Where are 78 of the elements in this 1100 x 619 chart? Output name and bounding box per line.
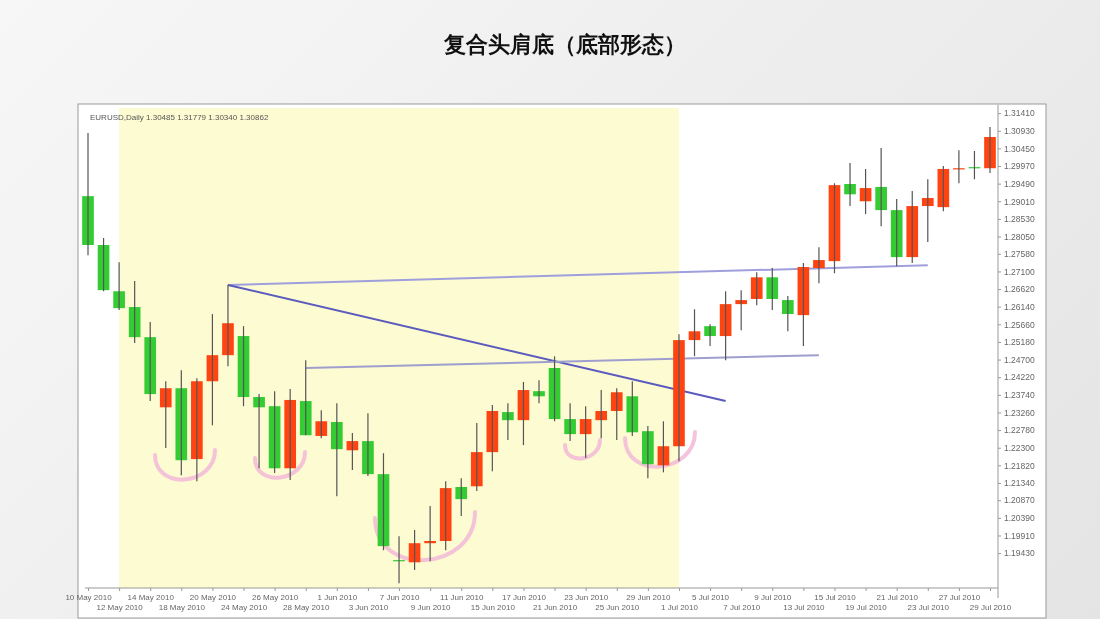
candlestick [890,198,903,267]
candlestick [175,369,188,476]
candlestick [626,380,639,437]
x-tick-label: 1 Jul 2010 [661,602,699,612]
x-tick-label: 7 Jul 2010 [723,602,761,612]
y-tick-label: 1.27580 [1004,249,1035,260]
y-tick-label: 1.26620 [1004,284,1035,295]
y-tick-label: 1.25180 [1004,337,1035,348]
x-tick-label: 10 May 2010 [65,592,113,602]
y-tick-label: 1.29490 [1004,178,1035,189]
x-tick-label: 20 May 2010 [189,592,237,602]
y-tick-label: 1.30450 [1004,143,1035,154]
y-tick-label: 1.31410 [1004,108,1035,119]
candlestick [921,178,934,243]
candlestick [159,380,172,449]
x-tick-label: 23 Jun 2010 [564,592,609,602]
y-tick-label: 1.26140 [1004,301,1035,312]
candlestick [750,271,763,306]
candlestick [284,388,296,481]
x-tick-label: 12 May 2010 [96,602,144,612]
x-tick-label: 26 May 2010 [251,592,299,602]
y-tick-label: 1.28050 [1004,231,1035,242]
x-tick-label: 3 Jun 2010 [348,602,389,612]
candlestick [439,480,452,551]
y-tick-label: 1.28530 [1004,214,1035,225]
x-tick-label: 17 Jun 2010 [501,592,547,602]
candlestick [455,477,468,517]
y-tick-label: 1.23740 [1004,390,1035,401]
x-tick-label: 23 Jul 2010 [907,602,950,612]
x-tick-label: 25 Jun 2010 [595,602,640,612]
y-tick-label: 1.24220 [1004,372,1035,383]
y-tick-label: 1.20390 [1004,513,1035,524]
y-tick-label: 1.29970 [1004,161,1035,172]
x-tick-label: 19 Jul 2010 [845,602,888,612]
x-tick-label: 11 Jun 2010 [440,592,485,602]
y-tick-label: 1.24700 [1004,354,1035,365]
x-tick-label: 7 Jun 2010 [379,592,420,602]
x-tick-label: 13 Jul 2010 [783,602,826,612]
x-tick-label: 18 May 2010 [158,602,206,612]
x-tick-label: 5 Jul 2010 [692,592,730,602]
x-tick-label: 14 May 2010 [127,592,175,602]
y-tick-label: 1.22780 [1004,425,1035,436]
candlestick [610,387,623,441]
x-tick-label: 9 Jun 2010 [410,602,451,612]
annotation: EURUSD,Daily 1.30485 1.31779 1.30340 1.30862 [90,113,269,122]
candlestick [315,409,328,439]
x-tick-label: 15 Jun 2010 [470,602,516,612]
candlestick [735,289,747,331]
x-tick-label: 21 Jun 2010 [533,602,578,612]
y-tick-label: 1.22300 [1004,442,1035,453]
x-tick-label: 29 Jun 2010 [626,592,671,602]
y-tick-label: 1.27100 [1004,266,1035,277]
candlestick [331,402,343,497]
x-tick-label: 27 Jul 2010 [938,592,981,602]
x-tick-label: 24 May 2010 [220,602,268,612]
y-tick-label: 1.19910 [1004,530,1035,541]
y-tick-label: 1.29010 [1004,196,1035,207]
candlestick [299,359,312,436]
x-tick-label: 29 Jul 2010 [969,602,1012,612]
y-tick-label: 1.19430 [1004,548,1035,559]
x-tick-label: 9 Jul 2010 [754,592,792,602]
x-tick-label: 15 Jul 2010 [814,592,857,602]
y-tick-label: 1.21820 [1004,460,1035,471]
y-tick-label: 1.25660 [1004,319,1035,330]
chart-title: 复合头肩底（底部形态） [443,32,686,57]
y-tick-label: 1.20870 [1004,495,1035,506]
x-tick-label: 28 May 2010 [283,602,330,612]
candlestick [470,422,483,492]
candlestick [766,267,779,311]
x-tick-label: 1 Jun 2010 [317,592,358,602]
candlestick [144,321,157,402]
y-tick-label: 1.21340 [1004,478,1035,489]
candlestick [782,295,794,332]
y-tick-label: 1.23260 [1004,407,1035,418]
x-tick-label: 21 Jul 2010 [876,592,919,602]
candlestick [595,389,608,439]
candlestick [906,190,919,264]
y-tick-label: 1.30930 [1004,125,1035,136]
